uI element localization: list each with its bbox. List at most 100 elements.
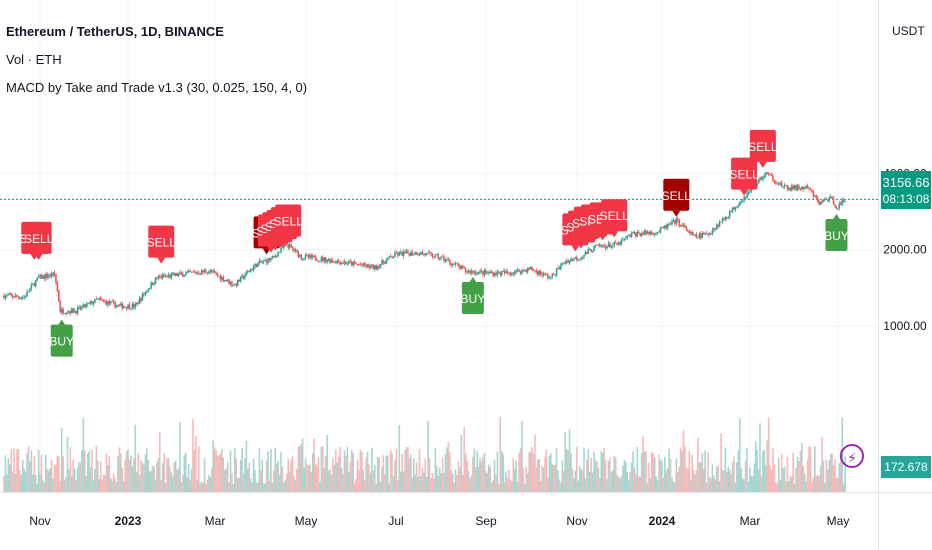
volume-bar bbox=[85, 476, 88, 492]
candle-body bbox=[322, 257, 324, 261]
volume-bar bbox=[184, 452, 187, 492]
volume-bar bbox=[196, 480, 199, 492]
volume-bar bbox=[502, 454, 504, 492]
candle-body bbox=[37, 277, 40, 278]
candle-body bbox=[587, 249, 590, 254]
volume-bar bbox=[713, 475, 715, 492]
volume-bar bbox=[636, 446, 639, 492]
volume-bar bbox=[340, 467, 343, 492]
volume-bar bbox=[567, 450, 569, 492]
volume-bar bbox=[219, 453, 222, 492]
volume-bar bbox=[298, 445, 301, 492]
volume-bar bbox=[176, 469, 178, 492]
candle-body bbox=[642, 232, 644, 235]
volume-bar bbox=[46, 468, 49, 492]
candle-body bbox=[597, 244, 600, 246]
volume-bar bbox=[688, 451, 691, 492]
indicator-legend[interactable]: MACD by Take and Trade v1.3 (30, 0.025, … bbox=[6, 80, 308, 95]
volume-bar bbox=[740, 468, 743, 492]
volume-bar bbox=[190, 468, 193, 492]
volume-bar bbox=[580, 469, 582, 492]
candle-body bbox=[612, 245, 614, 246]
volume-bar bbox=[749, 467, 751, 492]
volume-bar bbox=[736, 462, 738, 492]
volume-value-tag: 172.678 K bbox=[881, 456, 931, 496]
candle-body bbox=[492, 272, 494, 276]
volume-bar bbox=[49, 467, 51, 492]
candle-body bbox=[594, 245, 597, 246]
candle-body bbox=[283, 245, 285, 248]
volume-bar bbox=[650, 452, 653, 492]
candle-body bbox=[320, 257, 323, 261]
volume-bar bbox=[515, 460, 517, 492]
volume-bar bbox=[183, 455, 186, 492]
volume-bar bbox=[39, 473, 41, 492]
candle-body bbox=[267, 258, 269, 264]
candle-body bbox=[668, 223, 670, 225]
candle-body bbox=[613, 242, 616, 246]
candle-body bbox=[427, 252, 429, 254]
candle-body bbox=[225, 279, 227, 281]
volume-bar bbox=[821, 436, 823, 492]
volume-bar bbox=[831, 453, 833, 492]
candle-body bbox=[30, 284, 33, 289]
candle-body bbox=[806, 185, 809, 188]
volume-bar bbox=[430, 478, 432, 492]
candle-body bbox=[424, 253, 427, 256]
candle-body bbox=[101, 299, 103, 301]
time-axis[interactable]: Nov 2023 Mar May Jul Sep Nov 2024 Mar May bbox=[29, 514, 849, 528]
volume-bar bbox=[23, 468, 25, 492]
candle-body bbox=[261, 262, 264, 263]
volume-bar bbox=[352, 452, 354, 492]
volume-bar bbox=[431, 472, 434, 492]
volume-bar bbox=[209, 477, 212, 492]
candle-body bbox=[346, 263, 349, 265]
candle-body bbox=[736, 206, 738, 208]
volume-bar bbox=[52, 478, 54, 492]
candle-body bbox=[710, 233, 712, 235]
candle-body bbox=[368, 264, 370, 268]
volume-bar bbox=[746, 448, 748, 492]
candle-body bbox=[373, 265, 376, 270]
candle-body bbox=[808, 187, 810, 189]
candle-body bbox=[539, 271, 542, 275]
symbol-legend[interactable]: Ethereum / TetherUS, 1D, BINANCE bbox=[6, 24, 224, 39]
volume-bar bbox=[793, 483, 796, 492]
volume-bar bbox=[360, 451, 363, 492]
candle-body bbox=[169, 275, 171, 278]
volume-bar bbox=[20, 475, 23, 492]
candle-body bbox=[828, 198, 831, 202]
volume-bar bbox=[108, 456, 111, 492]
volume-bar bbox=[692, 470, 695, 492]
candle-body bbox=[829, 196, 832, 199]
candle-body bbox=[777, 184, 780, 185]
volume-bar bbox=[773, 464, 776, 492]
volume-bar bbox=[291, 456, 294, 492]
candle-body bbox=[545, 273, 548, 275]
volume-bar bbox=[182, 474, 184, 492]
currency-label[interactable]: USDT bbox=[892, 24, 925, 38]
volume-bar bbox=[335, 449, 337, 492]
candle-body bbox=[652, 233, 655, 235]
candle-body bbox=[603, 245, 605, 247]
volume-bar bbox=[68, 468, 70, 492]
volume-bar bbox=[499, 416, 502, 492]
candle-body bbox=[431, 253, 434, 258]
volume-legend[interactable]: Vol · ETH bbox=[6, 52, 62, 67]
volume-bar bbox=[287, 458, 290, 492]
volume-bar bbox=[288, 471, 291, 492]
candle-body bbox=[111, 301, 114, 303]
candle-body bbox=[339, 261, 341, 265]
candle-body bbox=[124, 306, 126, 308]
candle-body bbox=[838, 203, 841, 209]
volume-bar bbox=[115, 482, 118, 492]
volume-bar bbox=[772, 448, 774, 492]
candle-body bbox=[793, 185, 796, 189]
lightning-bolt-icon[interactable]: ⚡ bbox=[840, 444, 864, 468]
candle-body bbox=[839, 203, 842, 205]
volume-bar bbox=[552, 465, 555, 492]
volume-bar bbox=[104, 474, 106, 492]
candle-body bbox=[179, 272, 181, 275]
volume-bar bbox=[197, 446, 200, 492]
